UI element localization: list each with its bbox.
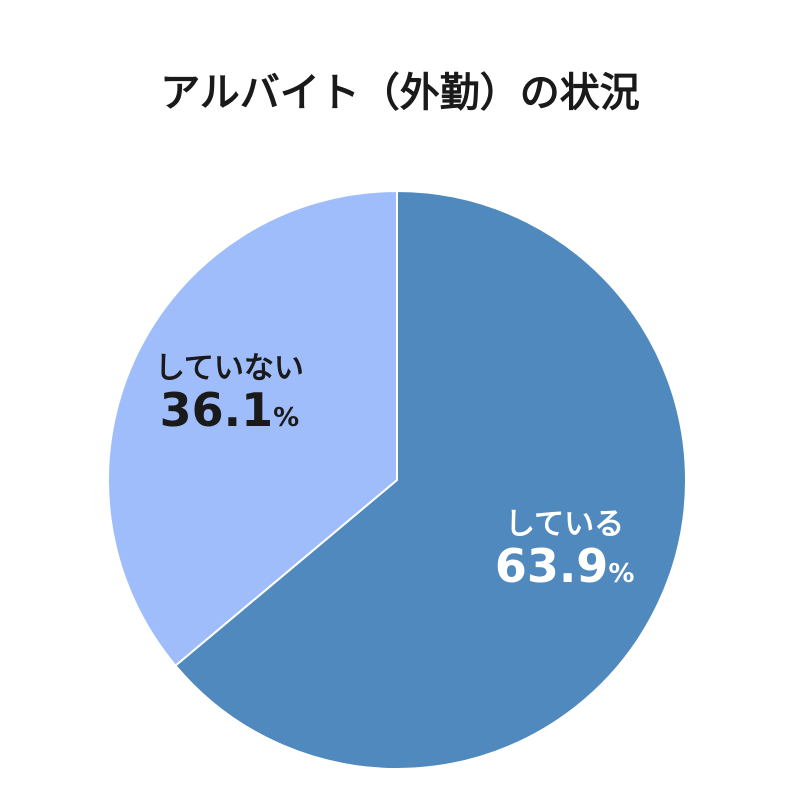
slice-label: している bbox=[505, 507, 624, 542]
chart-title: アルバイト（外勤）の状況 bbox=[160, 70, 640, 116]
pie-slice bbox=[107, 189, 398, 668]
value-label: 63.9% bbox=[495, 539, 635, 593]
value-label: 36.1% bbox=[160, 383, 300, 437]
pie-slice bbox=[174, 189, 687, 770]
slice-label: していない bbox=[155, 351, 304, 386]
